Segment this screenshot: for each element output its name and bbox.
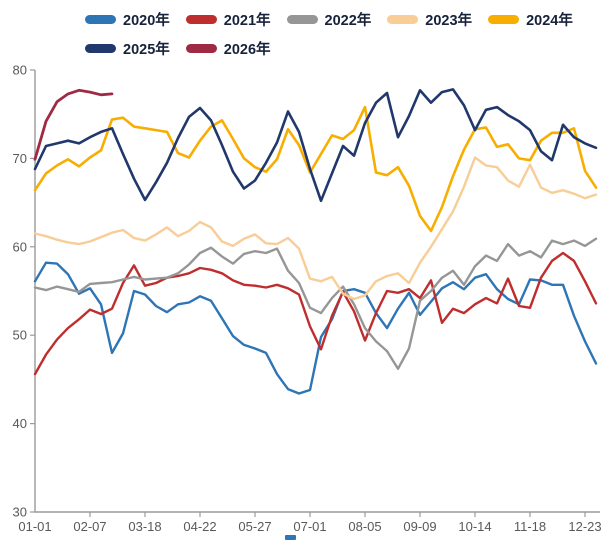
series-line-2023 <box>33 156 598 301</box>
x-tick-label: 03-18 <box>128 519 161 534</box>
series-line-2020 <box>33 261 598 395</box>
legend-swatch-icon <box>85 14 116 24</box>
series-line-2021 <box>33 251 598 376</box>
legend-label: 2020年 <box>123 12 170 29</box>
footer-marker <box>285 535 296 540</box>
x-tick-label: 10-14 <box>458 519 491 534</box>
x-tick-label: 07-01 <box>293 519 326 534</box>
x-tick-label: 11-18 <box>514 519 546 534</box>
legend-swatch-icon <box>185 14 217 24</box>
legend-label: 2022年 <box>324 12 372 29</box>
legend-label: 2023年 <box>425 12 473 29</box>
legend-item-2021[interactable]: 2021年 <box>185 8 271 30</box>
y-tick-label: 50 <box>13 328 27 343</box>
legend-label: 2025年 <box>123 41 170 58</box>
x-tick-label: 05-27 <box>238 519 271 534</box>
x-tick-label: 12-23 <box>568 519 601 534</box>
y-tick-label: 30 <box>13 505 27 520</box>
legend-item-2022[interactable]: 2022年 <box>286 8 372 30</box>
legend-label: 2024年 <box>526 12 573 29</box>
legend-swatch-icon <box>85 43 116 53</box>
series-lines <box>33 88 598 395</box>
x-tick-label: 01-01 <box>18 519 51 534</box>
y-tick-label: 80 <box>13 63 27 78</box>
axes: 30 40 50 60 70 80 01-01 02-07 03-18 04-22 05-27 07-… <box>13 63 602 535</box>
y-tick-label: 70 <box>13 151 27 166</box>
legend-item-2023[interactable]: 2023年 <box>387 8 472 30</box>
series-line-2025 <box>33 88 598 203</box>
legend-swatch-icon <box>185 43 217 53</box>
y-tick-label: 40 <box>13 416 27 431</box>
legend-item-2024[interactable]: 2024年 <box>488 8 573 30</box>
legend-swatch-icon <box>286 14 318 24</box>
x-tick-label: 08-05 <box>348 519 381 534</box>
legend-label: 2021年 <box>223 12 271 29</box>
series-line-2026 <box>33 88 114 161</box>
legend-swatch-icon <box>488 14 520 24</box>
y-tick-label: 60 <box>13 239 27 254</box>
x-tick-label: 04-22 <box>183 519 216 534</box>
series-line-2022 <box>33 237 598 370</box>
x-tick-label: 09-09 <box>403 519 436 534</box>
legend-item-2020[interactable]: 2020年 <box>85 8 170 30</box>
legend-swatch-icon <box>387 14 419 24</box>
series-line-2024 <box>33 105 598 233</box>
legend-label: 2026年 <box>223 41 271 58</box>
chart-legend: 2020年 2021年 2022年 2023年 2024年 2025年 2026年 <box>85 8 595 59</box>
x-tick-label: 02-07 <box>73 519 106 534</box>
legend-item-2026[interactable]: 2026年 <box>185 37 271 59</box>
legend-item-2025[interactable]: 2025年 <box>85 37 170 59</box>
